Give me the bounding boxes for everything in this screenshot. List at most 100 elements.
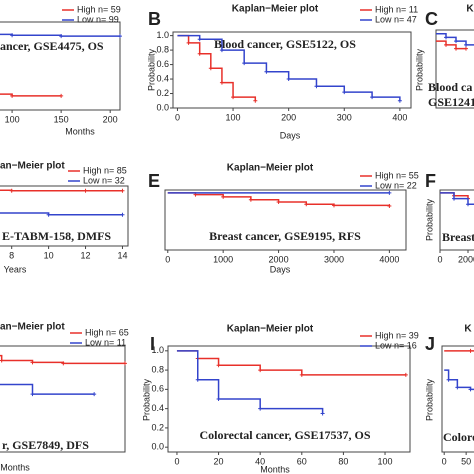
- panel-letter: C: [425, 9, 438, 29]
- survival-curve: [176, 350, 324, 414]
- x-axis-label: Months: [0, 462, 30, 472]
- survival-curve: [177, 34, 257, 101]
- panel-annotation: Breast ca: [442, 230, 474, 244]
- survival-curve: [436, 32, 474, 46]
- legend-label: Low n= 22: [375, 180, 417, 190]
- panel-annotation: Blood ca: [428, 80, 472, 94]
- survival-curve: [0, 354, 125, 365]
- plot-frame: [0, 21, 121, 111]
- legend-label: Low n= 32: [83, 175, 125, 185]
- y-tick-label: 0.2: [151, 422, 164, 432]
- panel-title: Kaplan−Meier plot: [227, 163, 314, 174]
- panel-annotation: E-TABM-158, DMFS: [2, 229, 111, 243]
- panel-letter: E: [148, 171, 160, 191]
- x-tick-label: 10: [44, 250, 54, 260]
- x-tick-label: 0: [442, 456, 447, 466]
- x-tick-label: 100: [5, 114, 20, 124]
- x-tick-label: 14: [117, 250, 127, 260]
- y-axis-label: Probability: [414, 48, 424, 91]
- panel-annotation: ancer, GSE4475, OS: [0, 39, 104, 53]
- legend-label: High n= 85: [83, 165, 127, 175]
- y-tick-label: 0.0: [151, 442, 164, 452]
- x-tick-label: 2000: [458, 254, 474, 264]
- plot-frame: [441, 345, 474, 453]
- survival-curve: [177, 34, 401, 101]
- x-tick-label: 400: [392, 112, 407, 122]
- legend-label: Low n= 11: [85, 337, 126, 347]
- x-axis-label: Days: [270, 264, 291, 274]
- panel-title: Kaplan−Meier plot: [232, 4, 319, 15]
- survival-curve: [0, 189, 123, 192]
- y-axis-label: Probability: [146, 48, 156, 91]
- x-tick-label: 20: [214, 456, 224, 466]
- legend-label: Low n= 47: [375, 14, 417, 24]
- panel-title: K: [466, 4, 474, 15]
- panel-annotation: Blood cancer, GSE5122, OS: [214, 37, 356, 51]
- y-axis-label: Probability: [141, 378, 151, 421]
- panel-letter: F: [425, 171, 436, 191]
- legend-label: High n= 65: [85, 327, 129, 337]
- panel-letter: J: [425, 334, 435, 354]
- survival-curve: [0, 93, 62, 97]
- survival-curve: [0, 212, 123, 216]
- legend-label: Low n= 16: [375, 340, 417, 350]
- x-tick-label: 0: [175, 112, 180, 122]
- y-tick-label: 0.0: [156, 102, 169, 112]
- plot-frame: [0, 345, 126, 453]
- panel-title: K: [464, 324, 472, 335]
- x-tick-label: 3000: [324, 254, 344, 264]
- legend-label: High n= 59: [77, 4, 121, 14]
- y-axis-label: Probability: [424, 198, 434, 241]
- x-tick-label: 300: [337, 112, 352, 122]
- plot-frame: [439, 189, 474, 251]
- legend-label: Low n= 99: [77, 14, 119, 24]
- x-tick-label: 200: [103, 114, 118, 124]
- x-axis-label: Years: [4, 264, 27, 274]
- plot-frame: [172, 31, 412, 109]
- legend-label: High n= 39: [375, 330, 419, 340]
- survival-curve: [440, 192, 474, 206]
- plot-frame: [164, 189, 407, 251]
- y-tick-label: 0.6: [151, 384, 164, 394]
- survival-curve: [0, 33, 120, 37]
- panel-annotation: Colorecta: [443, 430, 474, 444]
- survival-curve: [0, 383, 95, 395]
- survival-curve: [444, 369, 474, 391]
- x-tick-label: 60: [297, 456, 307, 466]
- x-tick-label: 80: [338, 456, 348, 466]
- x-tick-label: 2000: [269, 254, 289, 264]
- panel-annotation: GSE1241: [428, 95, 474, 109]
- x-tick-label: 40: [255, 456, 265, 466]
- panel-annotation: r, GSE7849, DFS: [2, 438, 89, 452]
- y-tick-label: 0.6: [156, 59, 169, 69]
- x-axis-label: Months: [65, 126, 95, 136]
- y-tick-label: 0.4: [156, 73, 169, 83]
- x-axis-label: Days: [280, 130, 301, 140]
- survival-curve: [436, 40, 466, 50]
- x-tick-label: 1000: [213, 254, 233, 264]
- y-tick-label: 1.0: [156, 30, 169, 40]
- x-tick-label: 0: [165, 254, 170, 264]
- x-tick-label: 100: [226, 112, 241, 122]
- survival-curve: [176, 350, 406, 376]
- panel-letter: B: [148, 9, 161, 29]
- x-tick-label: 0: [174, 456, 179, 466]
- y-tick-label: 0.8: [156, 44, 169, 54]
- panel-title: an−Meier plot: [0, 161, 65, 172]
- x-tick-label: 150: [54, 114, 69, 124]
- x-tick-label: 200: [281, 112, 296, 122]
- x-tick-label: 8: [9, 250, 14, 260]
- y-tick-label: 0.8: [151, 364, 164, 374]
- y-axis-label: Probability: [424, 378, 434, 421]
- y-tick-label: 1.0: [151, 345, 164, 355]
- panel-annotation: Breast cancer, GSE9195, RFS: [209, 229, 361, 243]
- plot-frame: [0, 185, 129, 247]
- x-axis-label: Months: [260, 464, 290, 474]
- panel-title: an−Meier plot: [0, 322, 65, 333]
- x-tick-label: 4000: [379, 254, 399, 264]
- panel-annotation: Colorectal cancer, GSE17537, OS: [200, 428, 371, 442]
- panel-letter: I: [150, 334, 155, 354]
- panel-title: Kaplan−Meier plot: [227, 324, 314, 335]
- plot-frame: [167, 345, 411, 453]
